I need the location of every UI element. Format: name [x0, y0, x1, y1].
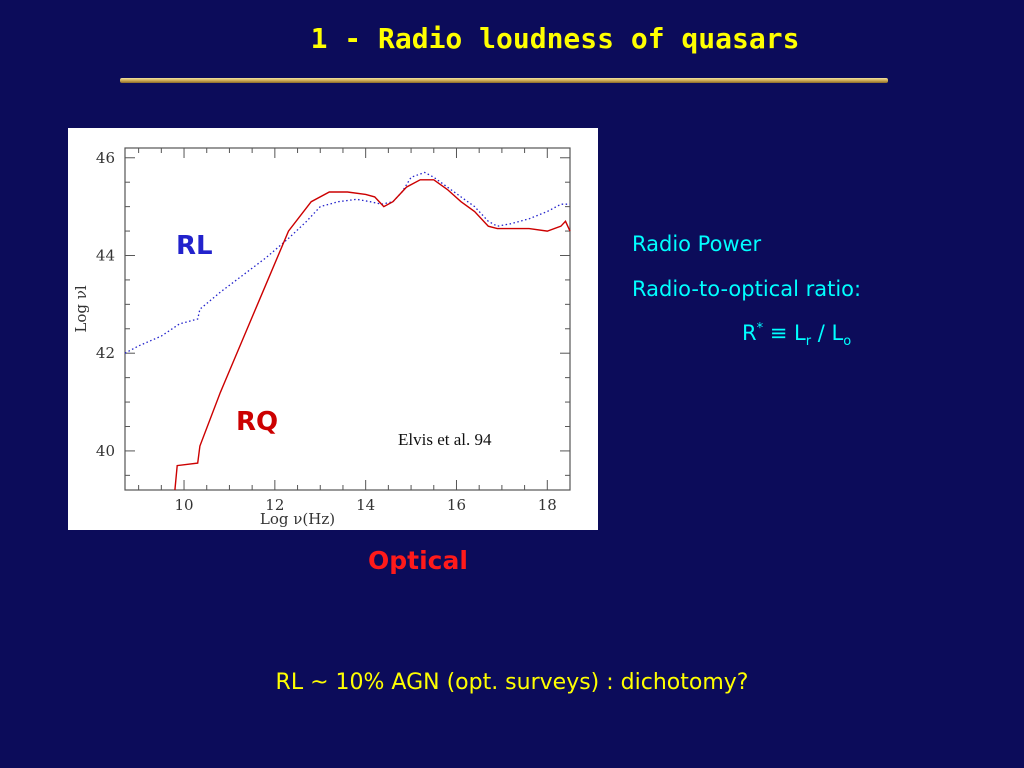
radio-loudness-formula: R* ≡ Lr / Lo — [742, 321, 851, 349]
y-tick-label: 42 — [96, 344, 115, 362]
optical-label: Optical — [368, 546, 468, 575]
slide-title: 1 - Radio loudness of quasars — [310, 22, 800, 55]
dichotomy-statement: RL ~ 10% AGN (opt. surveys) : dichotomy? — [275, 670, 749, 695]
x-tick-label: 18 — [538, 496, 557, 514]
rq-label: RQ — [236, 407, 279, 437]
x-tick-label: 12 — [265, 496, 284, 514]
plot-frame — [124, 147, 571, 491]
figure-citation: Elvis et al. 94 — [398, 430, 492, 449]
formula-sub-o: o — [843, 334, 852, 350]
x-tick-label: 14 — [356, 496, 375, 514]
series-rq-line — [174, 179, 571, 491]
x-axis-label: Log ν(Hz) — [260, 510, 335, 528]
y-axis-label: Log νl — [72, 285, 90, 332]
sed-chart: 10 12 14 16 18 40 42 44 46 Log ν(Hz) Log νl — [72, 147, 571, 528]
formula-sub-r: r — [805, 334, 812, 350]
sed-figure: 10 12 14 16 18 40 42 44 46 Log ν(Hz) Log νl Elvis … — [68, 128, 598, 530]
rl-label: RL — [176, 231, 213, 261]
formula-r-symbol: R — [742, 321, 757, 345]
formula-div-l: / L — [811, 321, 844, 345]
formula-equiv-l: ≡ L — [763, 321, 806, 345]
series-rl-line — [124, 171, 570, 354]
radio-power-text: Radio Power — [632, 232, 762, 256]
formula-star: * — [756, 321, 764, 336]
radio-optical-ratio-text: Radio-to-optical ratio: — [632, 277, 862, 301]
title-divider — [120, 78, 888, 83]
x-tick-label: 16 — [447, 496, 466, 514]
x-tick-label: 10 — [174, 496, 193, 514]
y-tick-label: 40 — [96, 442, 115, 460]
y-tick-label: 44 — [96, 246, 115, 264]
y-tick-label: 46 — [96, 149, 115, 167]
